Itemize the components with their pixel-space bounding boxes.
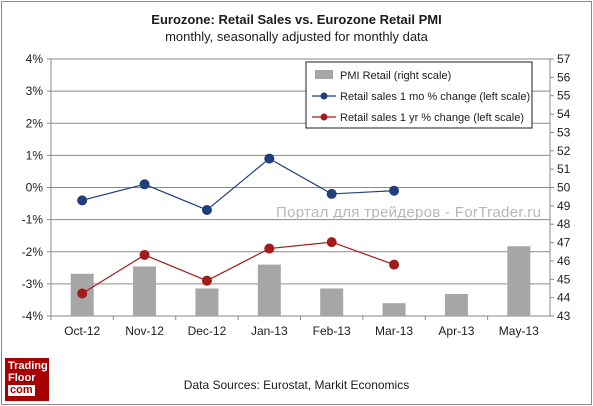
left-tick-label: -4% [22, 309, 44, 323]
right-axis: 43 44 45 46 47 48 49 50 51 52 53 54 55 56 57 [550, 52, 571, 323]
x-tick-label: Apr-13 [438, 324, 474, 338]
right-tick-label: 48 [557, 217, 571, 231]
pmi-bar [195, 288, 219, 316]
legend-label: PMI Retail (right scale) [340, 70, 451, 82]
series-line [81, 241, 395, 295]
left-tick-label: -1% [22, 213, 44, 227]
left-tick-label: 4% [26, 52, 44, 66]
retail-lines [77, 153, 400, 299]
right-tick-label: 51 [557, 162, 571, 176]
series-point [264, 153, 275, 164]
pmi-bar [507, 246, 531, 316]
right-tick-label: 54 [557, 107, 571, 121]
left-tick-label: -2% [22, 245, 44, 259]
series-point [389, 259, 400, 270]
logo-line1: Trading [8, 360, 48, 372]
series-point [77, 195, 88, 206]
x-tick-label: Feb-13 [313, 324, 351, 338]
right-tick-label: 57 [557, 52, 571, 66]
left-axis: -4% -3% -2% -1% 0% 1% 2% 3% 4% [22, 52, 51, 323]
pmi-bar [382, 303, 406, 316]
legend-swatch [315, 70, 333, 79]
pmi-bar [320, 288, 344, 316]
series-point [264, 243, 275, 254]
right-tick-label: 49 [557, 199, 571, 213]
series-point [201, 204, 212, 215]
pmi-bar [257, 264, 281, 316]
gridlines [51, 90, 550, 285]
series-line [82, 157, 395, 211]
legend: PMI Retail (right scale) Retail sales 1 m… [305, 61, 533, 129]
legend-box [305, 61, 533, 129]
x-tick-label: Dec-12 [188, 324, 227, 338]
series-point [139, 249, 150, 260]
watermark-text: Портал для трейдеров - ForTrader.ru [276, 204, 542, 221]
left-tick-label: 1% [26, 148, 44, 162]
right-tick-label: 53 [557, 125, 571, 139]
right-tick-label: 55 [557, 89, 571, 103]
series-point [326, 237, 337, 248]
tradingfloor-logo: Trading Floor com [5, 358, 49, 401]
chart-title: Eurozone: Retail Sales vs. Eurozone Reta… [151, 12, 442, 27]
series-point [326, 188, 337, 199]
chart-subtitle: monthly, seasonally adjusted for monthly… [165, 29, 428, 44]
right-tick-label: 45 [557, 272, 571, 286]
series-point [201, 275, 212, 286]
logo-line2: Floor [8, 372, 36, 384]
right-tick-label: 43 [557, 309, 571, 323]
legend-marker [320, 92, 328, 100]
x-tick-label: May-13 [499, 324, 539, 338]
x-tick-label: Nov-12 [125, 324, 164, 338]
x-tick-label: Jan-13 [251, 324, 288, 338]
x-tick-label: Oct-12 [64, 324, 100, 338]
right-tick-label: 52 [557, 144, 571, 158]
series-point [389, 185, 400, 196]
pmi-bar [444, 293, 468, 316]
x-axis: Oct-12 Nov-12 Dec-12 Jan-13 Feb-13 Mar-13 Apr-… [50, 316, 539, 338]
right-tick-label: 46 [557, 254, 571, 268]
left-tick-label: 3% [26, 84, 44, 98]
x-tick-label: Mar-13 [375, 324, 413, 338]
data-source-note: Data Sources: Eurostat, Markit Economics [183, 378, 410, 392]
logo-line3: com [8, 384, 35, 396]
series-point [77, 288, 88, 299]
legend-marker [320, 113, 328, 121]
pmi-bar [133, 266, 157, 316]
left-tick-label: 0% [26, 181, 44, 195]
right-tick-label: 50 [557, 181, 571, 195]
right-tick-label: 44 [557, 291, 571, 305]
legend-label: Retail sales 1 yr % change (left scale) [340, 112, 524, 124]
right-tick-label: 56 [557, 70, 571, 84]
left-tick-label: -3% [22, 277, 44, 291]
series-point [139, 179, 150, 190]
left-tick-label: 2% [26, 116, 44, 130]
pmi-bars [70, 246, 531, 316]
legend-label: Retail sales 1 mo % change (left scale) [340, 91, 530, 103]
right-tick-label: 47 [557, 236, 571, 250]
